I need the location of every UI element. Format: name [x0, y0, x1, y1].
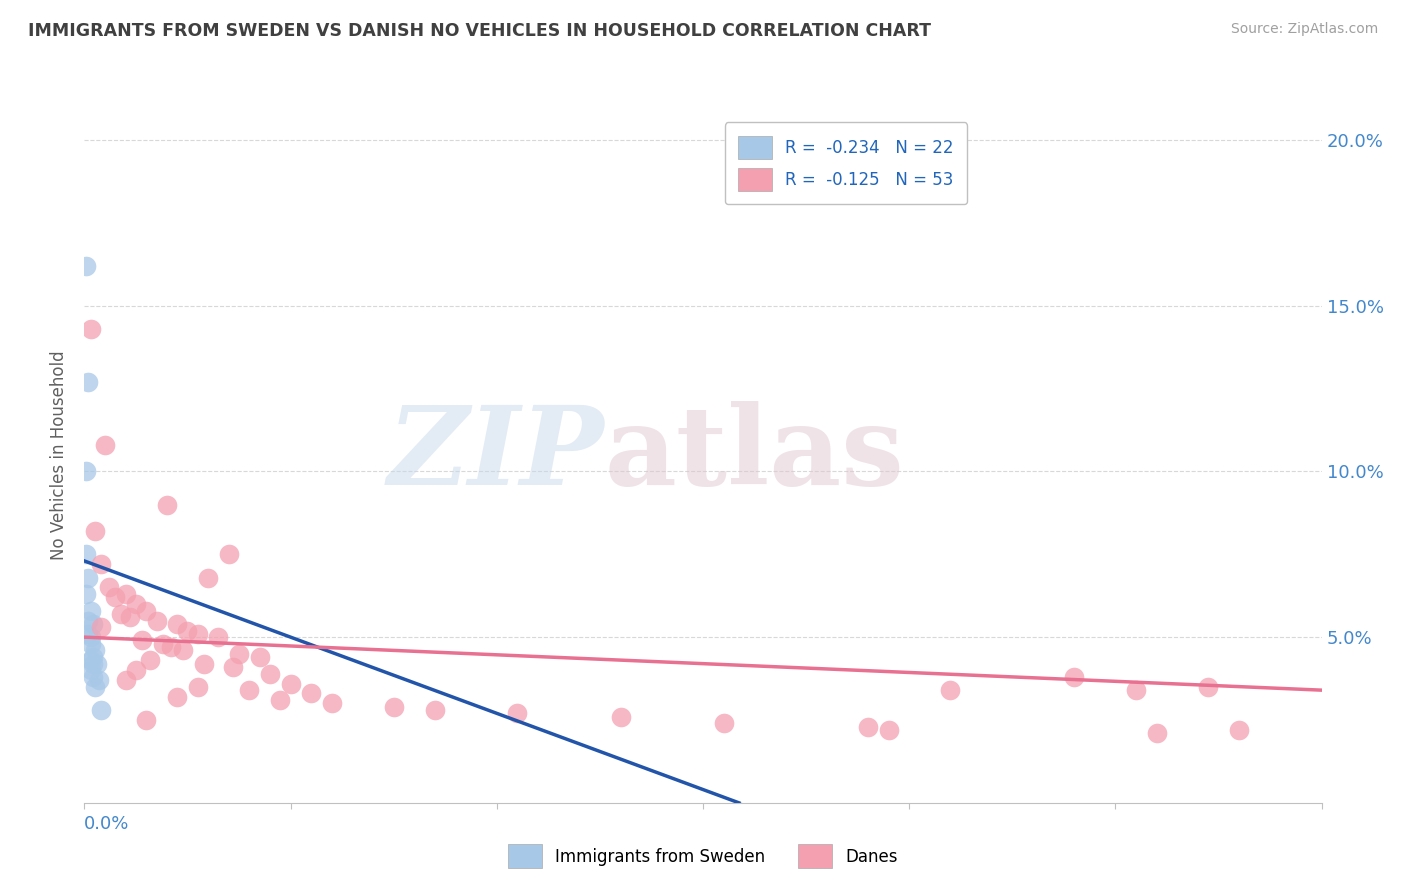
Point	[83, 524, 105, 538]
Point	[82, 670, 104, 684]
Point	[79, 663, 101, 677]
Point	[90, 703, 112, 717]
Point	[1125, 683, 1147, 698]
Point	[131, 633, 153, 648]
Point	[82, 616, 104, 631]
Point	[139, 653, 162, 667]
Point	[321, 697, 343, 711]
Point	[249, 650, 271, 665]
Point	[187, 627, 209, 641]
Point	[75, 587, 97, 601]
Y-axis label: No Vehicles in Household: No Vehicles in Household	[51, 350, 69, 560]
Point	[1146, 726, 1168, 740]
Point	[1227, 723, 1250, 737]
Point	[90, 558, 112, 572]
Point	[82, 650, 104, 665]
Point	[382, 699, 405, 714]
Point	[156, 498, 179, 512]
Point	[110, 607, 132, 621]
Legend: R =  -0.234   N = 22, R =  -0.125   N = 53: R = -0.234 N = 22, R = -0.125 N = 53	[725, 122, 967, 204]
Point	[104, 591, 127, 605]
Point	[269, 693, 291, 707]
Point	[207, 630, 229, 644]
Text: ZIP: ZIP	[388, 401, 605, 508]
Point	[856, 720, 879, 734]
Point	[79, 322, 101, 336]
Point	[197, 570, 219, 584]
Point	[939, 683, 962, 698]
Point	[609, 709, 631, 723]
Point	[114, 673, 136, 688]
Point	[94, 438, 117, 452]
Text: IMMIGRANTS FROM SWEDEN VS DANISH NO VEHICLES IN HOUSEHOLD CORRELATION CHART: IMMIGRANTS FROM SWEDEN VS DANISH NO VEHI…	[28, 22, 931, 40]
Point	[713, 716, 735, 731]
Text: Source: ZipAtlas.com: Source: ZipAtlas.com	[1230, 22, 1378, 37]
Point	[176, 624, 198, 638]
Point	[1063, 670, 1085, 684]
Point	[135, 713, 157, 727]
Point	[75, 259, 97, 273]
Point	[145, 614, 167, 628]
Point	[228, 647, 250, 661]
Point	[423, 703, 446, 717]
Point	[280, 676, 302, 690]
Point	[166, 690, 188, 704]
Point	[114, 587, 136, 601]
Point	[160, 640, 183, 654]
Point	[152, 637, 174, 651]
Point	[87, 673, 110, 688]
Point	[125, 663, 148, 677]
Point	[90, 620, 112, 634]
Point	[187, 680, 209, 694]
Point	[193, 657, 215, 671]
Point	[79, 630, 101, 644]
Point	[75, 465, 97, 479]
Point	[172, 643, 194, 657]
Point	[238, 683, 260, 698]
Point	[82, 657, 104, 671]
Point	[79, 653, 101, 667]
Point	[86, 657, 108, 671]
Point	[877, 723, 900, 737]
Point	[77, 627, 100, 641]
Point	[259, 666, 281, 681]
Legend: Immigrants from Sweden, Danes: Immigrants from Sweden, Danes	[502, 838, 904, 875]
Point	[77, 614, 100, 628]
Point	[166, 616, 188, 631]
Point	[135, 604, 157, 618]
Point	[125, 597, 148, 611]
Point	[118, 610, 141, 624]
Point	[222, 660, 245, 674]
Point	[79, 604, 101, 618]
Point	[98, 581, 121, 595]
Point	[79, 637, 101, 651]
Point	[218, 547, 240, 561]
Point	[83, 643, 105, 657]
Point	[299, 686, 322, 700]
Text: atlas: atlas	[605, 401, 904, 508]
Point	[77, 570, 100, 584]
Point	[83, 680, 105, 694]
Text: 0.0%: 0.0%	[84, 815, 129, 833]
Point	[75, 547, 97, 561]
Point	[506, 706, 529, 721]
Point	[1197, 680, 1219, 694]
Point	[77, 375, 100, 389]
